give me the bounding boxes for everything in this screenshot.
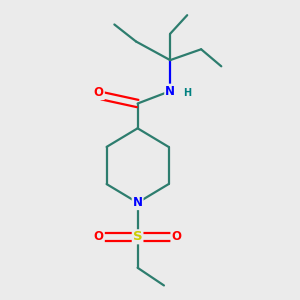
Text: O: O [171, 230, 181, 243]
Text: N: N [165, 85, 175, 98]
Text: N: N [133, 196, 142, 209]
Text: O: O [94, 230, 104, 243]
Text: H: H [183, 88, 191, 98]
Text: O: O [94, 86, 104, 99]
Text: S: S [133, 230, 142, 243]
